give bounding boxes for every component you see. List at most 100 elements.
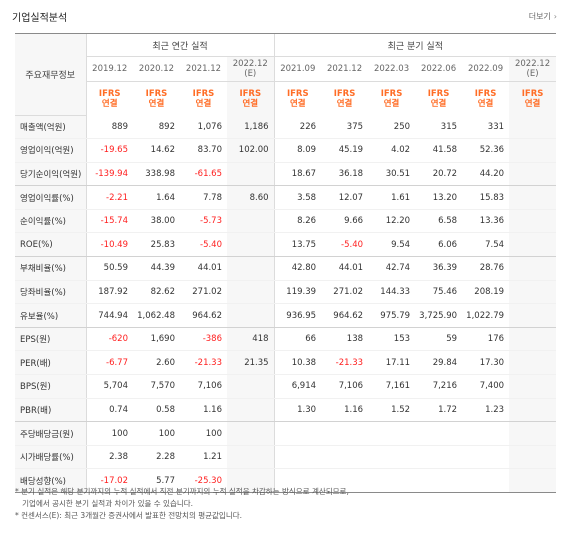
table-cell: 5.77	[133, 468, 180, 493]
table-cell: 271.02	[180, 280, 227, 305]
financial-table: 주요재무정보 최근 연간 실적 최근 분기 실적 2019.12 2020.12 2…	[15, 33, 557, 493]
ifrs-label: IFRS 연결	[462, 82, 509, 116]
table-cell: 8.26	[273, 209, 322, 234]
period-header: 2022.12 (E)	[227, 56, 275, 82]
period-header: 2021.09	[273, 56, 322, 82]
table-cell: 10.38	[273, 350, 322, 376]
ifrs-text: IFRS	[474, 88, 497, 99]
row-label: 매출액(억원)	[15, 115, 86, 140]
table-cell: 13.36	[462, 209, 510, 234]
period-label: 2021.09	[280, 64, 316, 74]
table-cell: 964.62	[180, 303, 227, 328]
table-cell	[415, 468, 463, 493]
table-cell: 6.06	[415, 232, 463, 258]
ifrs-text: IFRS	[145, 88, 168, 99]
table-cell: 13.20	[415, 185, 463, 210]
table-row: 부채비율(%) 50.59 44.39 44.01 42.80 44.01 42.74 36.…	[15, 256, 557, 281]
table-cell: 38.00	[133, 209, 180, 234]
widget-header: 기업실적분석 더보기 ›	[12, 6, 557, 26]
ifrs-text: IFRS	[380, 88, 403, 99]
table-cell: 892	[133, 115, 180, 140]
more-label: 더보기	[528, 11, 551, 21]
table-cell	[509, 162, 557, 187]
table-cell: 15.83	[462, 185, 510, 210]
period-label: 2020.12	[138, 64, 175, 74]
table-cell: 7,216	[415, 374, 463, 399]
table-cell: 6.58	[415, 209, 463, 234]
table-cell: 375	[321, 115, 369, 140]
table-row: 순이익률(%) -15.74 38.00 -5.73 8.26 9.66 12.20 6.58…	[15, 209, 557, 234]
table-cell	[509, 468, 557, 493]
table-cell	[509, 327, 557, 352]
ifrs-text: IFRS	[286, 88, 309, 99]
table-cell: 100	[180, 421, 227, 446]
table-cell: 9.54	[368, 232, 416, 258]
table-cell: -17.02	[85, 468, 133, 493]
table-cell: 964.62	[321, 303, 369, 328]
table-cell	[321, 468, 369, 493]
footnote: * 분기 실적은 해당 분기까지의 누적 실적에서 직전 분기까지의 누적 실적…	[15, 487, 349, 496]
table-cell: 7.54	[462, 232, 510, 258]
table-cell: 176	[462, 327, 510, 352]
table-cell	[227, 256, 275, 281]
period-label: 2022.12	[514, 59, 551, 69]
table-cell: 14.62	[133, 138, 180, 163]
table-cell: 1.64	[133, 185, 180, 210]
consolidated-text: 연결	[101, 98, 118, 109]
table-cell	[273, 468, 322, 493]
table-cell: 1.16	[180, 398, 227, 423]
table-cell: 1.21	[180, 445, 227, 470]
period-label: 2022.09	[467, 64, 504, 74]
table-cell: 100	[85, 421, 133, 446]
table-row: 주당배당금(원) 100 100 100	[15, 421, 557, 446]
consolidated-text: 연결	[524, 98, 541, 109]
table-cell: -6.77	[85, 350, 133, 376]
table-cell: 30.51	[368, 162, 416, 187]
table-cell	[462, 445, 510, 470]
row-label: 순이익률(%)	[15, 209, 86, 234]
row-label: 영업이익(억원)	[15, 138, 86, 163]
consolidated-text: 연결	[336, 98, 353, 109]
table-cell	[462, 468, 510, 493]
table-cell: 8.09	[273, 138, 322, 163]
table-cell: 0.74	[85, 398, 133, 423]
table-cell	[509, 138, 557, 163]
table-cell: 1,076	[180, 115, 227, 140]
table-cell: 2.28	[133, 445, 180, 470]
table-cell	[368, 421, 416, 446]
table-cell: 13.75	[273, 232, 322, 258]
footnotes: * 분기 실적은 해당 분기까지의 누적 실적에서 직전 분기까지의 누적 실적…	[15, 486, 556, 522]
ifrs-label: IFRS 연결	[133, 82, 180, 116]
table-cell: 59	[415, 327, 463, 352]
row-label: 당좌비율(%)	[15, 280, 86, 305]
table-cell: -386	[180, 327, 227, 352]
table-cell: 226	[273, 115, 322, 140]
table-cell: 975.79	[368, 303, 416, 328]
row-label: 유보율(%)	[15, 303, 86, 328]
table-cell	[321, 445, 369, 470]
row-label: PER(배)	[15, 350, 86, 376]
period-header: 2022.09	[462, 56, 510, 82]
table-row: 영업이익(억원) -19.65 14.62 83.70 102.00 8.09 45.19 4…	[15, 138, 557, 163]
period-header: 2019.12	[85, 56, 133, 82]
period-header: 2022.03	[368, 56, 416, 82]
table-cell: 42.74	[368, 256, 416, 281]
table-cell: 7,570	[133, 374, 180, 399]
estimate-mark: (E)	[244, 69, 257, 79]
period-header: 2022.12 (E)	[509, 56, 557, 82]
table-cell	[509, 374, 557, 399]
annual-group-header: 최근 연간 실적	[85, 33, 275, 57]
table-cell: 187.92	[85, 280, 133, 305]
table-cell: 41.58	[415, 138, 463, 163]
ifrs-label: IFRS 연결	[321, 82, 368, 116]
period-label: 2022.03	[373, 64, 410, 74]
table-cell	[273, 421, 322, 446]
quarterly-group-header: 최근 분기 실적	[273, 33, 557, 57]
table-cell: -5.73	[180, 209, 227, 234]
ifrs-text: IFRS	[192, 88, 215, 99]
consolidated-text: 연결	[242, 98, 259, 109]
table-cell: 9.66	[321, 209, 369, 234]
more-button[interactable]: 더보기 ›	[529, 11, 557, 22]
table-cell: 744.94	[85, 303, 133, 328]
table-cell: 12.07	[321, 185, 369, 210]
